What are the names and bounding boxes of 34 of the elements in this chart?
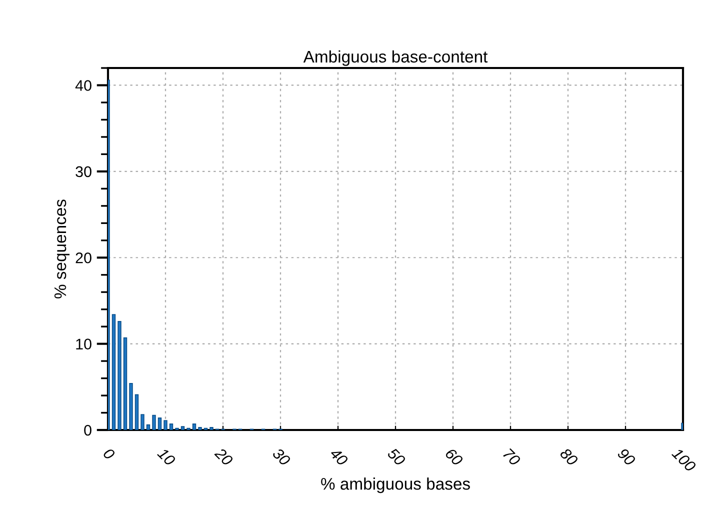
bar [192, 424, 196, 430]
bar [123, 337, 128, 430]
x-tick-label: 10 [156, 447, 176, 467]
y-tick-label: 40 [75, 80, 92, 91]
bar [180, 426, 185, 430]
x-tick-label: 30 [272, 447, 292, 467]
x-tick-label: 90 [616, 447, 636, 467]
x-axis-title: % ambiguous bases [321, 478, 470, 494]
bar [140, 414, 144, 430]
bar [118, 320, 122, 430]
x-tick-label: 20 [214, 446, 234, 467]
x-tick-label: 60 [444, 448, 464, 467]
chart-title: Ambiguous base-content [303, 50, 488, 66]
x-tick-label: 50 [386, 447, 406, 467]
bar [169, 424, 174, 430]
bar [152, 414, 156, 430]
y-axis-title: % sequences [54, 200, 70, 298]
x-tick-label: 40 [329, 447, 349, 467]
y-tick-label: 20 [76, 252, 92, 264]
bar [198, 426, 202, 430]
bar [112, 314, 116, 430]
x-tick-label: 0 [102, 447, 116, 461]
x-tick-label: 80 [559, 447, 579, 467]
bar [129, 383, 133, 430]
y-tick-label: 30 [76, 166, 92, 178]
y-tick-label: 10 [76, 338, 92, 350]
bar [134, 394, 139, 430]
y-tick-label: 0 [84, 424, 92, 436]
bar [164, 420, 168, 430]
x-tick-label: 70 [502, 448, 522, 467]
bar [210, 426, 214, 430]
x-tick-label: 100 [671, 447, 697, 473]
bar [146, 424, 150, 430]
bar [158, 418, 162, 430]
